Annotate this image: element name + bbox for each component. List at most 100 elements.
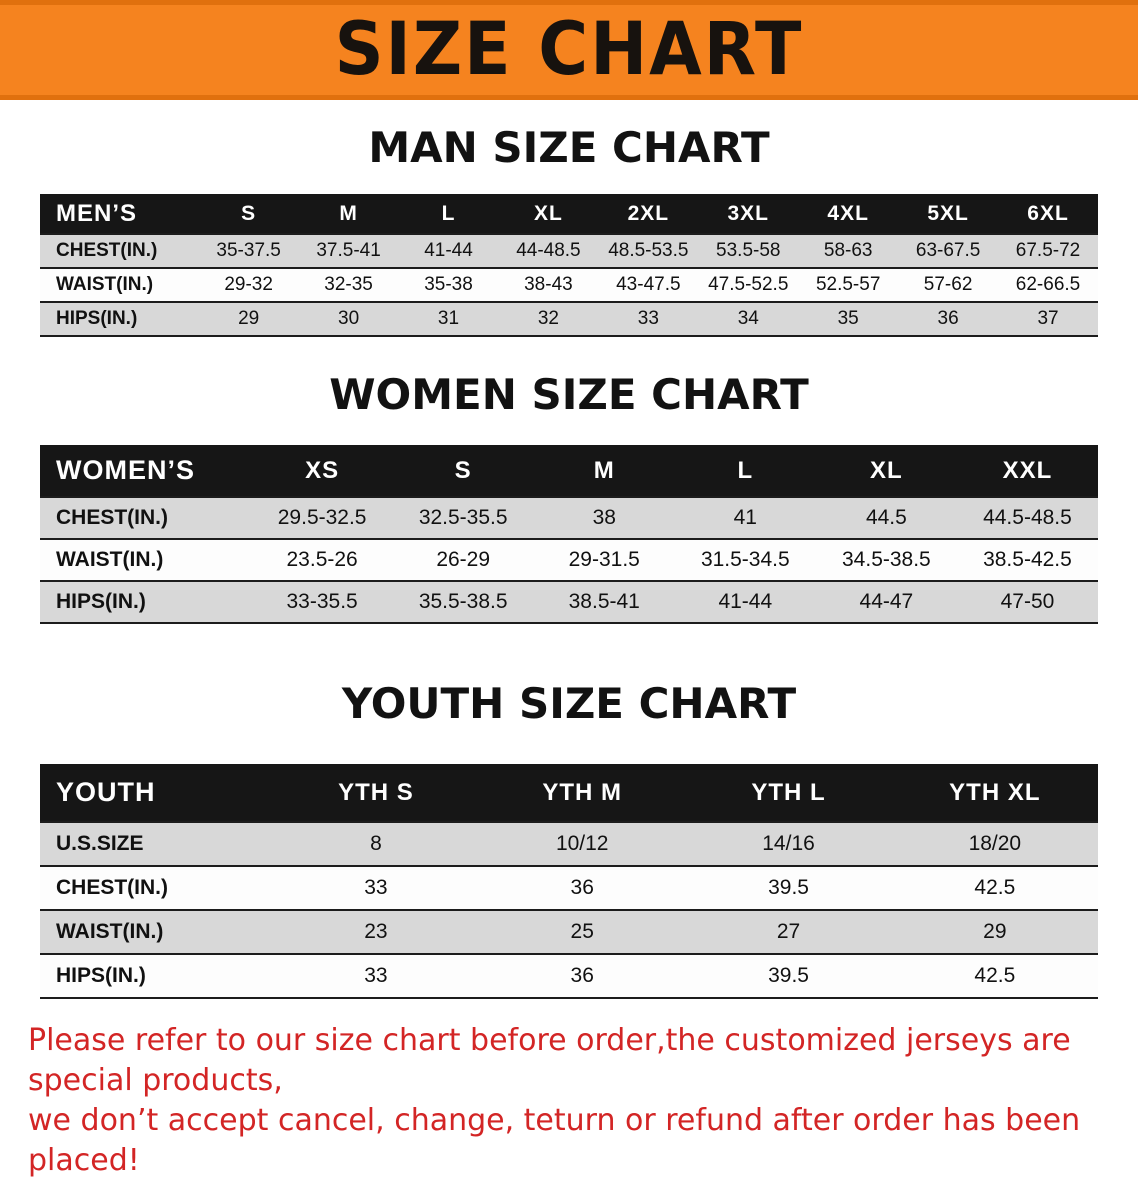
size-value: 35 — [837, 308, 859, 329]
size-value: 39.5 — [768, 964, 809, 987]
youth-size-table: YOUTH YTH S YTH M YTH L YTH XL U.S.SIZE 8 10/12… — [40, 764, 1098, 999]
size-column-header: 2XL — [627, 201, 670, 225]
table-row: HIPS(IN.) 33-35.5 35.5-38.5 38.5-41 41-44 44-… — [40, 581, 1098, 623]
table-corner-label: YOUTH — [56, 777, 156, 807]
row-label: CHEST(IN.) — [56, 876, 168, 899]
row-label: HIPS(IN.) — [56, 308, 138, 329]
row-label: WAIST(IN.) — [56, 274, 154, 295]
men-chart-heading: MAN SIZE CHART — [368, 123, 770, 172]
table-row: CHEST(IN.) 29.5-32.5 32.5-35.5 38 41 44.5 44.5… — [40, 497, 1098, 539]
size-value: 32.5-35.5 — [418, 506, 508, 529]
size-column-header: YTH S — [338, 778, 414, 806]
table-header-row: MEN’S S M L XL 2XL 3XL 4XL 5XL 6XL — [40, 194, 1098, 234]
size-value: 38-43 — [524, 274, 573, 295]
size-value: 58-63 — [823, 240, 873, 261]
row-label: CHEST(IN.) — [56, 240, 158, 261]
size-value: 14/16 — [762, 832, 815, 855]
table-row: HIPS(IN.) 29 30 31 32 33 34 35 36 37 — [40, 302, 1098, 336]
table-corner-label: MEN’S — [56, 199, 138, 227]
size-value: 34 — [737, 308, 759, 329]
size-column-header: XXL — [1002, 456, 1053, 484]
row-label: CHEST(IN.) — [56, 506, 168, 529]
table-row: CHEST(IN.) 35-37.5 37.5-41 41-44 44-48.5 48.5… — [40, 234, 1098, 268]
size-column-header: 5XL — [927, 201, 969, 225]
table-row: WAIST(IN.) 29-32 32-35 35-38 38-43 43-47.5 47.… — [40, 268, 1098, 302]
table-corner-label: WOMEN’S — [56, 455, 195, 485]
size-value: 38.5-42.5 — [983, 548, 1072, 571]
size-value: 38.5-41 — [568, 590, 640, 613]
size-value: 23.5-26 — [286, 548, 358, 571]
size-value: 29 — [983, 920, 1007, 943]
youth-chart-heading: YOUTH SIZE CHART — [341, 679, 797, 728]
table-row: CHEST(IN.) 33 36 39.5 42.5 — [40, 866, 1098, 910]
youth-size-section: YOUTH SIZE CHART YOUTH YTH S YTH M YTH L YTH… — [0, 680, 1138, 999]
size-value: 31 — [437, 308, 460, 329]
size-value: 47.5-52.5 — [708, 274, 789, 295]
size-value: 32 — [537, 308, 559, 329]
table-row: WAIST(IN.) 23 25 27 29 — [40, 910, 1098, 954]
size-value: 31.5-34.5 — [700, 548, 790, 571]
size-column-header: L — [737, 456, 754, 484]
size-value: 32-35 — [324, 274, 373, 295]
size-value: 53.5-58 — [716, 240, 781, 261]
row-label: HIPS(IN.) — [56, 964, 146, 987]
size-column-header: YTH M — [542, 778, 623, 806]
size-value: 35.5-38.5 — [418, 590, 508, 613]
size-value: 47-50 — [1000, 590, 1055, 613]
disclaimer-line-2: we don’t accept cancel, change, teturn o… — [28, 1103, 1081, 1178]
size-value: 42.5 — [974, 876, 1016, 899]
row-label: WAIST(IN.) — [56, 548, 164, 571]
size-value: 33-35.5 — [286, 590, 358, 613]
table-header-row: YOUTH YTH S YTH M YTH L YTH XL — [40, 764, 1098, 822]
size-value: 36 — [937, 308, 959, 329]
size-value: 57-62 — [923, 274, 973, 295]
size-value: 27 — [776, 920, 801, 943]
size-column-header: S — [241, 201, 257, 225]
size-column-header: M — [339, 201, 358, 225]
size-value: 67.5-72 — [1015, 240, 1081, 261]
size-value: 63-67.5 — [915, 240, 981, 261]
size-value: 42.5 — [974, 964, 1016, 987]
page-title: SIZE CHART — [334, 6, 804, 93]
size-value: 33 — [364, 964, 388, 987]
size-value: 41 — [733, 506, 757, 529]
size-value: 25 — [570, 920, 594, 943]
women-size-table: WOMEN’S XS S M L XL XXL CHEST(IN.) 29.5-32.5 32.5… — [40, 445, 1098, 624]
size-value: 18/20 — [968, 832, 1022, 855]
size-value: 52.5-57 — [815, 274, 881, 295]
size-column-header: YTH XL — [949, 778, 1041, 806]
size-value: 43-47.5 — [616, 274, 681, 295]
table-row: HIPS(IN.) 33 36 39.5 42.5 — [40, 954, 1098, 998]
men-size-table: MEN’S S M L XL 2XL 3XL 4XL 5XL 6XL CHEST(IN.) 35-37… — [40, 194, 1098, 337]
size-value: 23 — [364, 920, 388, 943]
size-value: 29 — [238, 308, 260, 329]
size-value: 44.5-48.5 — [983, 506, 1072, 529]
size-value: 33 — [364, 876, 388, 899]
size-value: 62-66.5 — [1015, 274, 1081, 295]
size-column-header: XS — [305, 456, 340, 484]
banner: SIZE CHART — [0, 0, 1138, 100]
size-value: 37 — [1037, 308, 1059, 329]
size-value: 29-31.5 — [568, 548, 640, 571]
size-value: 36 — [570, 876, 594, 899]
row-label: WAIST(IN.) — [56, 920, 164, 943]
size-column-header: XL — [533, 201, 563, 225]
size-value: 8 — [370, 832, 382, 855]
size-value: 44-47 — [859, 590, 914, 613]
size-value: 39.5 — [768, 876, 809, 899]
size-value: 41-44 — [424, 240, 473, 261]
size-column-header: L — [441, 201, 456, 225]
size-value: 29-32 — [224, 274, 273, 295]
table-row: U.S.SIZE 8 10/12 14/16 18/20 — [40, 822, 1098, 866]
size-column-header: XL — [870, 456, 903, 484]
disclaimer: Please refer to our size chart before or… — [28, 1021, 1110, 1181]
table-row: WAIST(IN.) 23.5-26 26-29 29-31.5 31.5-34.5 34… — [40, 539, 1098, 581]
size-column-header: S — [454, 456, 472, 484]
size-value: 26-29 — [436, 548, 491, 571]
size-value: 36 — [570, 964, 594, 987]
size-column-header: 6XL — [1027, 201, 1069, 225]
size-column-header: 3XL — [727, 201, 770, 225]
women-chart-heading: WOMEN SIZE CHART — [329, 370, 809, 419]
size-value: 34.5-38.5 — [842, 548, 931, 571]
size-value: 44.5 — [865, 506, 907, 529]
